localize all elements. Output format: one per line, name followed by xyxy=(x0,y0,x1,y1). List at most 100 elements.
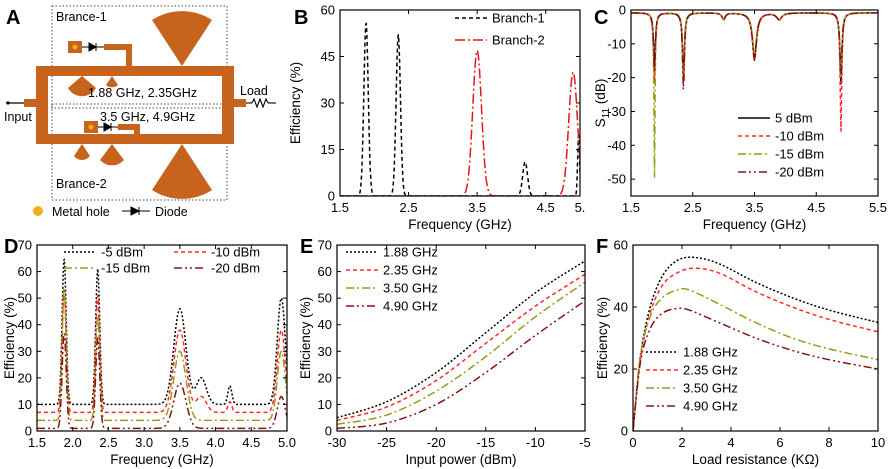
x-tick-label: -30 xyxy=(328,435,347,450)
x-tick-label: 8 xyxy=(825,435,832,450)
x-tick-label: 3.0 xyxy=(135,435,153,450)
series-line-c-3 xyxy=(631,12,878,91)
x-tick-label: 3.5 xyxy=(468,200,486,215)
legend-label: -20 dBm xyxy=(775,165,824,180)
legend-label: 1.88 GHz xyxy=(383,245,438,260)
x-tick-label: 1.5 xyxy=(28,435,46,450)
y-axis-label: Efficiency (%) xyxy=(595,297,610,379)
series-line-d-1 xyxy=(37,290,287,414)
legend-label: 4.90 GHz xyxy=(683,399,738,414)
radial-stub-bottom xyxy=(152,144,212,199)
x-tick-label: 4 xyxy=(727,435,734,450)
legend-label: 2.35 GHz xyxy=(683,363,738,378)
branch-2-box xyxy=(51,103,228,201)
series-line-e-0 xyxy=(337,260,585,419)
y-tick-label: -30 xyxy=(607,104,626,119)
x-tick-label: 4.5 xyxy=(537,200,555,215)
fan-stub-2b xyxy=(100,144,124,166)
series-line-b-0 xyxy=(340,22,580,196)
series-group xyxy=(337,260,585,430)
y-tick-label: 50 xyxy=(318,291,332,306)
y-tick-label: 60 xyxy=(18,264,32,279)
y-tick-label: 45 xyxy=(321,49,335,64)
legend-label: 5 dBm xyxy=(775,111,813,126)
panel-letter-f: F xyxy=(596,236,608,258)
x-axis-label: Frequency (GHz) xyxy=(703,217,807,232)
legend-label: -10 dBm xyxy=(775,129,824,144)
x-tick-label: 3.5 xyxy=(745,200,763,215)
y-axis-label-sub: 11 xyxy=(601,108,612,119)
y-tick-label: 0 xyxy=(325,424,332,439)
y-tick-label: 20 xyxy=(318,370,332,385)
series-line-f-3 xyxy=(633,307,878,431)
legend-label: -5 dBm xyxy=(101,245,143,260)
x-tick-label: 3.5 xyxy=(171,435,189,450)
x-tick-label: 5.5 xyxy=(869,200,887,215)
legend-label: 2.35 GHz xyxy=(383,263,438,278)
legend-label: 4.90 GHz xyxy=(383,299,438,314)
splitter-left xyxy=(36,66,48,143)
copper-traces xyxy=(24,11,246,199)
series-line-f-1 xyxy=(633,267,878,431)
y-tick-label: 10 xyxy=(318,397,332,412)
legend-b: Branch-1 Branch-2 xyxy=(455,11,545,48)
y-tick-label: 60 xyxy=(321,3,335,18)
series-line-e-1 xyxy=(337,273,585,422)
metal-hole-legend-icon xyxy=(33,206,43,216)
x-axis-label: Input power (dBm) xyxy=(405,452,516,467)
y-axis-label-unit: (dB) xyxy=(593,79,608,108)
x-tick-label: -15 xyxy=(476,435,495,450)
legend-label: 3.50 GHz xyxy=(383,281,438,296)
y-tick-label: 30 xyxy=(321,96,335,111)
x-tick-label: 2.5 xyxy=(99,435,117,450)
x-tick-label: 2.5 xyxy=(684,200,702,215)
chart-panel-b: B 1.5 2.5 3.5 4.5 5. 0 15 30 45 60 Frequency (GHz) E… xyxy=(288,3,585,233)
x-axis-label: Frequency (GHz) xyxy=(408,217,512,232)
panel-letter-a: A xyxy=(6,7,20,29)
legend-label: Branch-1 xyxy=(492,11,545,26)
x-tick-label: 1.5 xyxy=(622,200,640,215)
output-line xyxy=(222,99,246,107)
chart-panel-f: F 0 2 4 6 8 10 0 20 40 60 Load resistance (KΩ) Effic… xyxy=(595,236,885,467)
y-tick-label: 70 xyxy=(318,238,332,253)
series-line-e-3 xyxy=(337,300,585,430)
y-tick-label: 10 xyxy=(18,397,32,412)
y-tick-label: 30 xyxy=(318,344,332,359)
series-group xyxy=(340,22,580,196)
y-tick-label: 0 xyxy=(328,189,335,204)
branch-2-label: Brance-2 xyxy=(56,177,107,191)
series-line-b-1 xyxy=(340,49,580,196)
legend-label: 1.88 GHz xyxy=(683,345,738,360)
x-tick-label: 4.5 xyxy=(807,200,825,215)
panel-letter-e: E xyxy=(300,236,313,258)
chart-panel-d: D 1.5 2.0 2.5 3.0 3.5 4.0 4.5 5.0 0 10 20 30 40 50 60 70… xyxy=(2,236,296,467)
legend-e: 1.88 GHz 2.35 GHz 3.50 GHz 4.90 GHz xyxy=(346,245,438,314)
legend-d: -5 dBm -10 dBm -15 dBm -20 dBm xyxy=(64,245,260,276)
x-tick-label: -5 xyxy=(579,435,591,450)
series-line-d-0 xyxy=(37,258,287,406)
y-tick-label: -10 xyxy=(607,36,626,51)
fan-stub-1a xyxy=(68,76,96,97)
x-tick-label: 4.5 xyxy=(242,435,260,450)
branch-2-line xyxy=(36,134,232,144)
y-tick-label: -40 xyxy=(607,138,626,153)
y-tick-label: 0 xyxy=(25,424,32,439)
chart-panel-e: E -30 -25 -20 -15 -10 -5 0 10 20 30 40 50 60 70 Input p… xyxy=(298,236,591,467)
x-tick-label: -20 xyxy=(427,435,446,450)
y-tick-label: 0 xyxy=(621,424,628,439)
y-tick-label: 20 xyxy=(614,362,628,377)
legend-f: 1.88 GHz 2.35 GHz 3.50 GHz 4.90 GHz xyxy=(646,345,738,414)
diode-legend-icon xyxy=(122,206,150,216)
y-tick-label: 60 xyxy=(318,264,332,279)
x-tick-label: -10 xyxy=(526,435,545,450)
y-tick-label: -50 xyxy=(607,172,626,187)
metal-hole-legend-label: Metal hole xyxy=(52,205,110,219)
x-tick-label: 0 xyxy=(629,435,636,450)
y-tick-label: 40 xyxy=(18,317,32,332)
panel-a-schematic: A xyxy=(4,5,276,219)
series-group xyxy=(631,12,878,178)
y-tick-label: 40 xyxy=(614,300,628,315)
branch-1-box xyxy=(51,5,228,109)
series-group xyxy=(37,258,287,430)
